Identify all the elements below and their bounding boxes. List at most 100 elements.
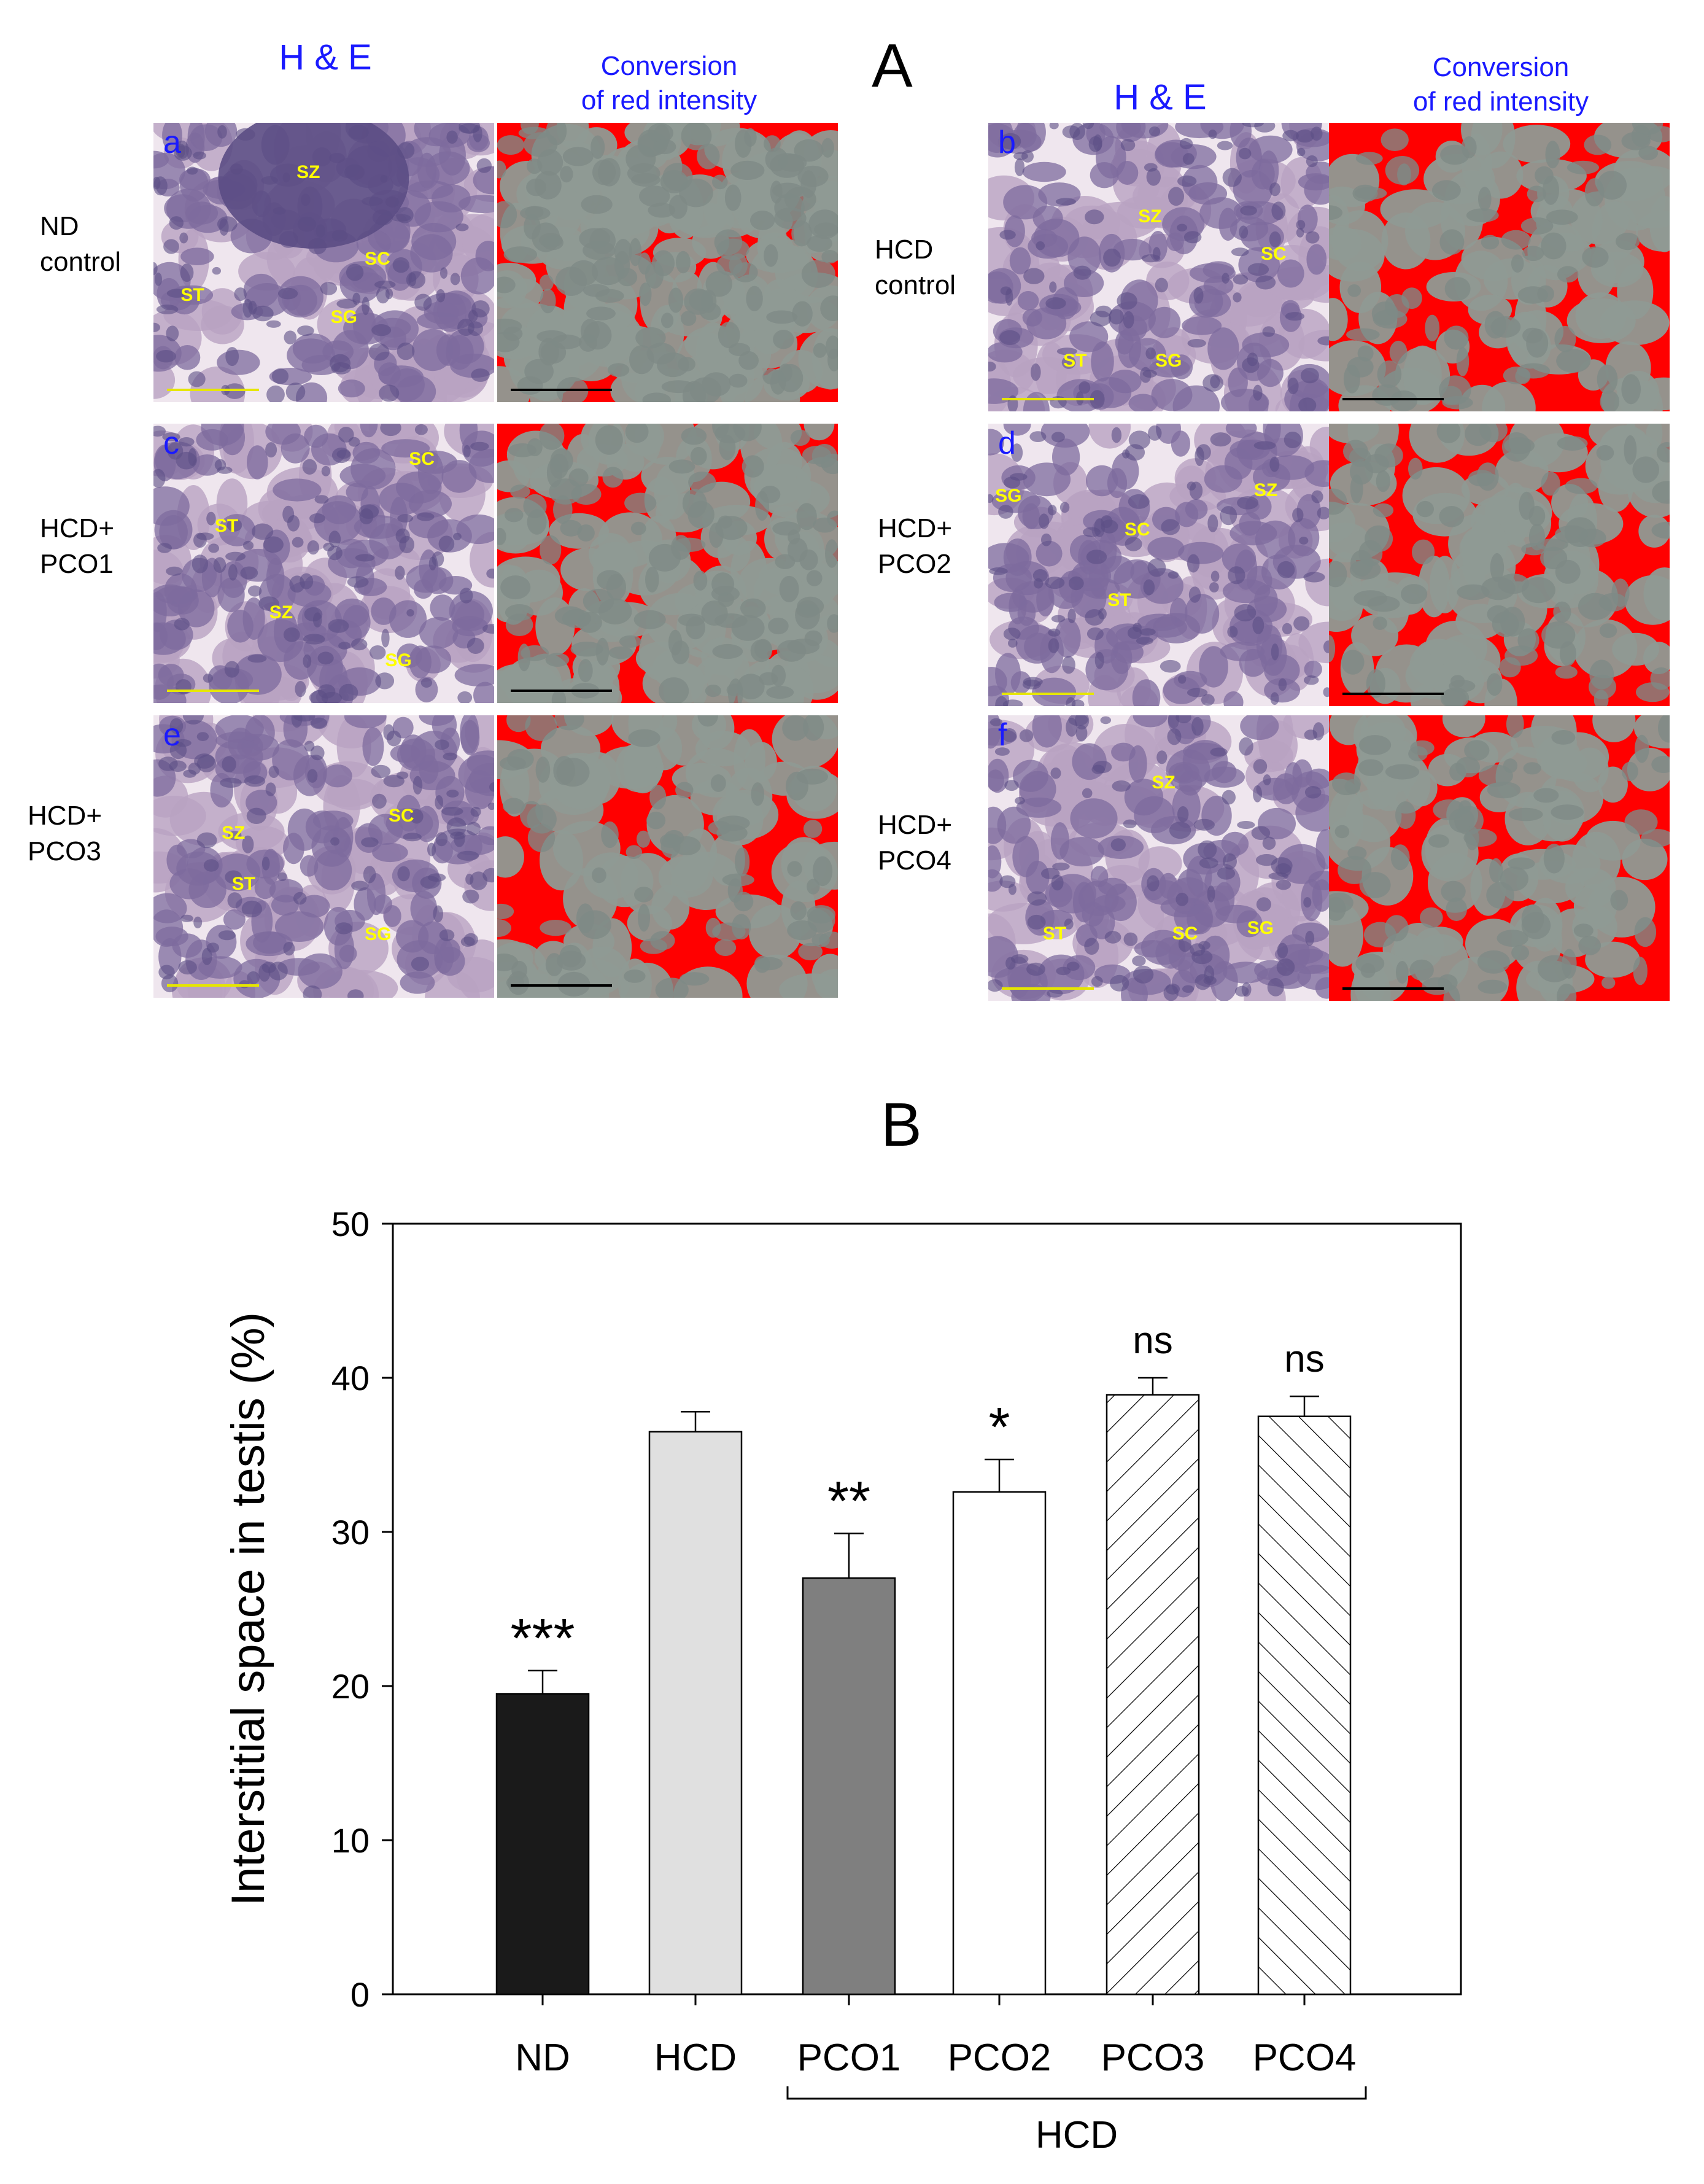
tissue-blob (1543, 175, 1559, 205)
tissue-blob (1597, 364, 1618, 394)
tissue-blob (158, 965, 175, 980)
tissue-blob (1256, 897, 1271, 912)
tissue-blob (410, 809, 424, 824)
tissue-blob (414, 424, 428, 435)
tissue-blob (1117, 292, 1137, 310)
tissue-blob (1177, 806, 1189, 823)
tissue-blob (321, 465, 331, 476)
tissue-blob (591, 257, 625, 286)
tissue-blob (638, 252, 651, 275)
tissue-blob (1091, 764, 1105, 774)
tissue-blob (750, 211, 775, 230)
tissue-blob (266, 385, 285, 402)
tissue-blob (638, 904, 650, 932)
tissue-blob (503, 246, 537, 263)
tissue-blob (690, 446, 707, 465)
tissue-blob (1638, 146, 1659, 160)
tissue-blob (1003, 628, 1021, 640)
tissue-blob (1540, 546, 1568, 570)
tissue-blob (1239, 225, 1249, 239)
tissue-blob (712, 643, 743, 659)
tissue-label: SC (409, 448, 435, 469)
tissue-label: SC (365, 248, 390, 269)
row-label-e: HCD+ PCO3 (28, 798, 102, 869)
tissue-blob (1153, 247, 1161, 260)
tissue-blob (524, 359, 554, 384)
tissue-blob (1596, 445, 1614, 461)
tissue-blob (453, 532, 462, 540)
tissue-blob (1013, 760, 1048, 792)
tissue-blob (153, 893, 187, 923)
tissue-blob (994, 747, 1010, 756)
tissue-blob (1210, 570, 1220, 582)
tissue-blob (1112, 452, 1139, 490)
tissue-blob (625, 845, 642, 859)
tissue-blob (222, 756, 236, 772)
tissue-blob (1278, 678, 1287, 691)
tissue-blob (443, 752, 458, 761)
tissue-blob (1599, 623, 1617, 638)
tissue-blob (410, 890, 438, 927)
tissue-blob (1444, 277, 1471, 301)
tissue-blob (306, 645, 343, 689)
tissue-blob (1306, 155, 1318, 168)
right-conversion-heading: Conversion of red intensity (1329, 50, 1673, 119)
tissue-blob (1303, 897, 1312, 908)
tissue-blob (338, 379, 365, 398)
tissue-blob (1132, 955, 1146, 966)
tissue-blob (668, 629, 683, 656)
bar-pco2 (952, 1491, 1047, 1996)
tissue-blob (1183, 231, 1202, 244)
hcd-group-bracket (786, 2086, 1367, 2100)
tissue-blob (352, 441, 380, 464)
tissue-blob (1086, 627, 1104, 640)
tissue-blob (988, 845, 1002, 879)
tissue-blob (807, 905, 835, 924)
tissue-blob (1067, 608, 1076, 624)
tissue-blob (1478, 151, 1524, 199)
tissue-blob (1146, 168, 1161, 186)
tissue-blob (1465, 826, 1479, 850)
tissue-blob (430, 594, 455, 621)
tissue-blob (455, 223, 469, 231)
tissue-blob (1222, 790, 1236, 805)
row-label-line-2: control (875, 270, 956, 300)
tissue-blob (1155, 142, 1189, 168)
tissue-blob (193, 151, 206, 160)
tissue-blob (416, 512, 435, 521)
tissue-blob (1128, 745, 1147, 783)
tissue-blob (1519, 491, 1535, 520)
tissue-blob (1527, 185, 1546, 203)
tissue-blob (1222, 168, 1242, 187)
tissue-blob (1297, 147, 1306, 157)
scale-bar (511, 690, 612, 692)
tissue-blob (1589, 659, 1614, 690)
tissue-blob (457, 319, 474, 336)
tissue-blob (1004, 476, 1021, 489)
tissue-blob (746, 286, 763, 311)
row-label-a: ND control (40, 209, 121, 280)
tissue-blob (1210, 747, 1228, 757)
tissue-blob (1541, 472, 1560, 496)
tissue-blob (395, 565, 405, 580)
tissue-blob (1079, 381, 1091, 394)
tissue-blob (1601, 976, 1616, 989)
tissue-blob (1168, 715, 1180, 729)
tissue-blob (352, 292, 361, 305)
tissue-blob (331, 447, 351, 464)
tissue-blob (668, 195, 687, 219)
tissue-blob (459, 588, 473, 604)
tissue-blob (1082, 788, 1093, 798)
tissue-blob (1520, 217, 1554, 235)
tissue-blob (766, 686, 794, 699)
tissue-blob (497, 135, 525, 155)
tissue-blob (283, 627, 300, 642)
tissue-blob (153, 322, 160, 332)
row-label-line-1: HCD+ (878, 513, 953, 543)
tissue-blob (681, 123, 712, 150)
tissue-blob (650, 931, 675, 950)
row-label-line-1: HCD+ (40, 513, 115, 543)
tissue-blob (1148, 306, 1181, 338)
tissue-blob (246, 807, 266, 824)
tissue-blob (787, 861, 802, 877)
